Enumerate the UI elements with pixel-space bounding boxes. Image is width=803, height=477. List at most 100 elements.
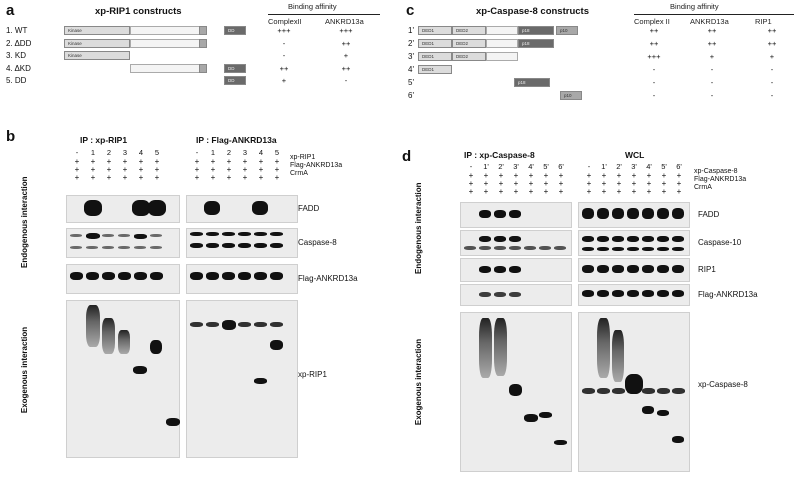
fadd-band: [612, 208, 624, 219]
panel-c-col-complexii: Complex II: [634, 17, 670, 26]
ip-left-plus-mark: +: [122, 173, 128, 182]
affinity-complexii: ++: [649, 26, 659, 35]
kinase-domain: Kinase: [64, 51, 130, 60]
ip-right-plus-mark: +: [194, 165, 200, 174]
flag-band: [254, 272, 267, 280]
ip-left-plus-mark: +: [74, 157, 80, 166]
caspase8-band: [134, 246, 146, 249]
ip-right-plus-mark: +: [646, 179, 652, 188]
affinity-ankrd13a: ++: [707, 39, 717, 48]
caspase8-band: [190, 232, 203, 236]
ip-right-plus-mark: +: [242, 157, 248, 166]
intermediate-domain: [130, 38, 200, 48]
ip-right-plus-mark: +: [631, 187, 637, 196]
blot-label: xp-RIP1: [298, 370, 327, 379]
ip-left-plus-mark: +: [122, 165, 128, 174]
ip-left-plus-mark: +: [138, 173, 144, 182]
treatment-label: CrmA: [694, 184, 712, 191]
ip-right-plus-mark: +: [210, 157, 216, 166]
construct-label: 3. KD: [6, 51, 27, 60]
rip1-band: [582, 265, 594, 273]
ip-right-lane-label: 1': [601, 162, 607, 171]
ip-left-lane-label: 4': [528, 162, 534, 171]
caspase8-band: [238, 243, 251, 248]
rhim-motif: [199, 26, 207, 35]
p18-domain: p18: [518, 26, 554, 35]
caspase8-band: [86, 233, 100, 239]
ip-left-plus-mark: +: [468, 179, 474, 188]
affinity-ankrd13a: -: [710, 91, 714, 100]
ip-right-plus-mark: +: [586, 179, 592, 188]
intermediate-domain: [130, 26, 200, 35]
ip-right-plus-mark: +: [676, 171, 682, 180]
ip-left-plus-mark: +: [468, 171, 474, 180]
xp-rip1-band: [270, 340, 283, 350]
ip-right-lane-label: -: [587, 162, 591, 171]
panel-b-ip-right: IP : Flag-ANKRD13a: [196, 135, 277, 145]
caspase8-band: [190, 243, 203, 248]
caspase10-band: [554, 246, 566, 250]
ip-left-plus-mark: +: [90, 173, 96, 182]
xp-rip1-smear: [118, 330, 130, 354]
rip1-band: [597, 265, 609, 273]
ip-left-lane-label: 5: [154, 148, 160, 157]
ip-right-plus-mark: +: [274, 173, 280, 182]
xp-rip1-band: [166, 418, 180, 426]
ip-left-plus-mark: +: [558, 179, 564, 188]
construct-label: 1': [408, 26, 414, 35]
caspase10-band: [597, 247, 609, 251]
ip-left-plus-mark: +: [106, 173, 112, 182]
flag-band: [206, 272, 219, 280]
construct-label: 2. ΔDD: [6, 38, 32, 48]
ip-right-lane-label: 5: [274, 148, 280, 157]
linker: [486, 26, 518, 35]
panel-d-ip-left: IP : xp-Caspase-8: [464, 150, 535, 160]
ip-left-lane-label: 1': [483, 162, 489, 171]
caspase8-band: [238, 232, 251, 236]
ip-left-plus-mark: +: [558, 171, 564, 180]
panel-d-ip-right: WCL: [625, 150, 645, 160]
flag-band: [494, 292, 506, 297]
xp-casp8-smear: [494, 318, 507, 376]
caspase8-band: [270, 243, 283, 248]
ip-left-lane-label: 3: [122, 148, 128, 157]
ip-left-blot: [66, 300, 180, 458]
ip-left-plus-mark: +: [90, 157, 96, 166]
flag-band: [597, 290, 609, 297]
affinity-rip1: ++: [767, 39, 777, 48]
caspase10-band: [672, 236, 684, 242]
affinity-ankrd13a: +++: [339, 26, 353, 35]
affinity-complexii: -: [652, 78, 656, 87]
caspase8-band: [206, 243, 219, 248]
caspase10-band: [627, 236, 639, 242]
panel-a-letter: a: [6, 2, 15, 19]
caspase10-band: [509, 246, 521, 250]
death-domain: DD: [224, 63, 246, 73]
affinity-complexii: -: [652, 91, 656, 100]
ip-left-blot: [460, 202, 572, 228]
treatment-label: Flag-ANKRD13a: [694, 176, 747, 183]
flag-band: [118, 272, 131, 280]
caspase8-band: [70, 234, 82, 237]
affinity-complexii: +++: [647, 52, 661, 61]
rhim-motif: [199, 63, 207, 73]
ip-left-lane-label: -: [75, 148, 79, 157]
ip-left-plus-mark: +: [483, 179, 489, 188]
rip1-band: [509, 266, 521, 273]
affinity-ankrd13a: +: [343, 51, 349, 60]
xp-casp8-smear: [612, 330, 624, 382]
panel-a-affinity-header: Binding affinity: [288, 2, 337, 11]
caspase10-band: [494, 246, 506, 250]
ded2-domain: DED2: [452, 39, 486, 48]
affinity-complexii: -: [282, 51, 286, 60]
affinity-complexii: ++: [649, 39, 659, 48]
xp-rip1-band: [190, 322, 203, 327]
panel-c-col-rip1: RIP1: [755, 17, 772, 26]
xp-rip1-band: [254, 322, 267, 327]
panel-a-col-complexii: ComplexII: [268, 17, 302, 26]
affinity-ankrd13a: -: [710, 65, 714, 74]
ip-left-plus-mark: +: [528, 187, 534, 196]
fadd-band: [204, 201, 220, 215]
flag-band: [509, 292, 521, 297]
ip-left-plus-mark: +: [154, 165, 160, 174]
